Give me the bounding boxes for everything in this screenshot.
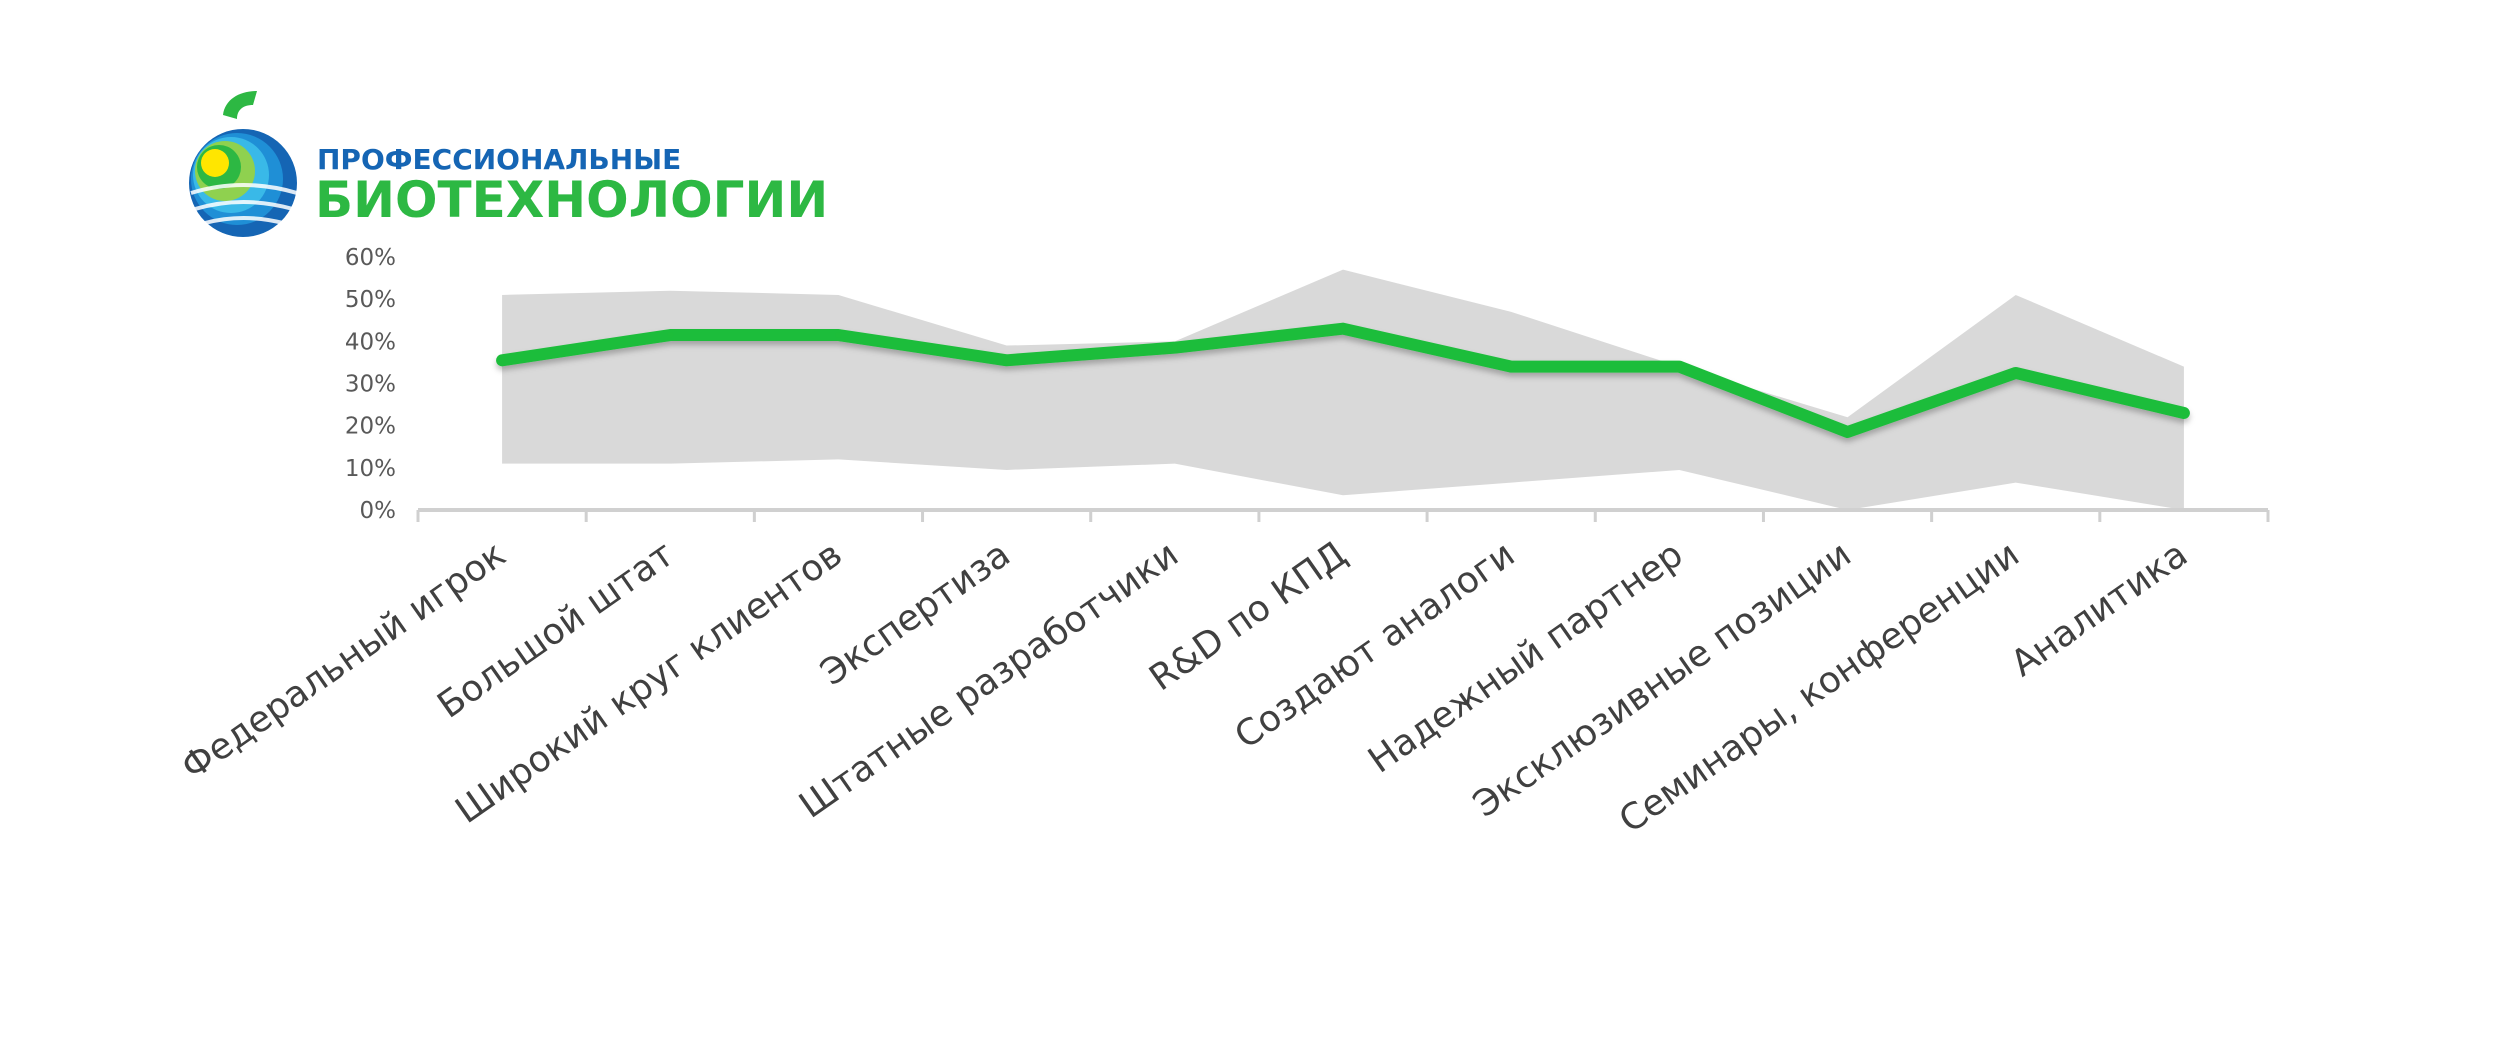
data-point bbox=[835, 332, 842, 339]
data-point bbox=[499, 357, 506, 364]
data-point bbox=[2180, 410, 2187, 417]
x-category-label: Создают аналоги bbox=[1228, 534, 1523, 757]
series-line-group bbox=[496, 322, 2190, 438]
data-point bbox=[1171, 344, 1178, 351]
range-band-area bbox=[502, 269, 2184, 510]
data-point bbox=[1844, 428, 1851, 435]
y-tick-label: 20% bbox=[345, 414, 396, 440]
y-tick-label: 60% bbox=[345, 245, 396, 271]
logo-globe-icon bbox=[189, 91, 298, 237]
x-category-label: Федеральный игрок bbox=[174, 534, 513, 788]
data-point bbox=[1676, 363, 1683, 370]
range-band bbox=[502, 269, 2184, 510]
axes bbox=[416, 508, 2270, 522]
data-point bbox=[667, 332, 674, 339]
y-tick-label: 10% bbox=[345, 456, 396, 482]
data-point bbox=[1508, 363, 1515, 370]
data-point bbox=[2012, 369, 2019, 376]
y-tick-label: 50% bbox=[345, 287, 396, 313]
y-tick-label: 30% bbox=[345, 372, 396, 398]
x-category-label: Аналитика bbox=[2004, 534, 2195, 685]
data-point bbox=[1003, 357, 1010, 364]
company-logo: ПРОФЕССИОНАЛЬНЫЕ БИОТЕХНОЛОГИИ bbox=[189, 91, 825, 237]
logo-text-line2: БИОТЕХНОЛОГИИ bbox=[315, 171, 825, 229]
x-category-label: Надежный партнер bbox=[1361, 534, 1690, 782]
y-axis-ticks: 0% 10% 20% 30% 40% 50% 60% bbox=[345, 245, 396, 524]
y-tick-label: 40% bbox=[345, 329, 396, 355]
y-tick-label: 0% bbox=[360, 498, 397, 524]
data-point bbox=[1340, 325, 1346, 332]
logo-text-line1: ПРОФЕССИОНАЛЬНЫЕ bbox=[317, 143, 681, 176]
